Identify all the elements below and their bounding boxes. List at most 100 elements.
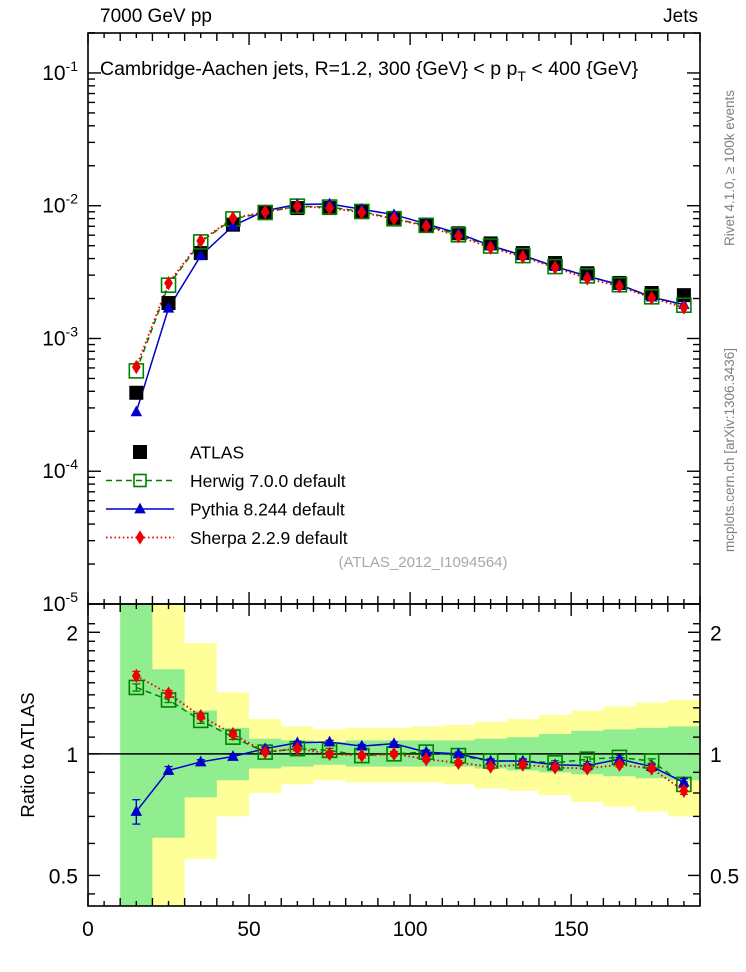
ratio-y-tick-labels: 2 2 1 1 0.5 0.5	[49, 622, 739, 888]
marker-diamond-filled	[196, 233, 206, 248]
marker-diamond-filled	[615, 279, 624, 294]
marker-diamond-filled	[325, 746, 334, 762]
ratio-x-axis-ticks	[87, 604, 701, 906]
marker-triangle-filled	[420, 745, 432, 757]
marker-diamond-filled	[615, 757, 624, 772]
marker-diamond-filled	[228, 211, 238, 226]
marker-triangle-filled	[194, 249, 207, 261]
marker-diamond-filled	[679, 783, 689, 798]
marker-diamond-filled	[421, 219, 431, 234]
legend-item-atlas[interactable]: ATLAS	[133, 443, 244, 463]
marker-diamond-filled	[164, 686, 173, 701]
ratio-y-axis-label: Ratio to ATLAS	[17, 692, 38, 817]
main-y-tick-labels: 10-1 10-2 10-3 10-4 10-5	[42, 58, 78, 616]
legend-item-herwig[interactable]: Herwig 7.0.0 default	[106, 471, 346, 491]
ratio-y-tick-label-left: 2	[66, 622, 78, 645]
legend: ATLAS Herwig 7.0.0 default Pythia 8.244 de…	[106, 443, 348, 548]
side-label-rivet: Rivet 4.1.0, ≥ 100k events	[722, 90, 737, 246]
main-y-axis-ticks	[88, 32, 700, 605]
y-tick-label: 10-2	[42, 191, 78, 218]
marker-square-open	[133, 473, 147, 488]
marker-diamond-filled	[131, 668, 141, 684]
marker-diamond-filled	[550, 260, 560, 275]
y-tick-label: 10-3	[42, 323, 78, 350]
plot-title-text: Cambridge-Aachen jets, R=1.2, 300 {GeV} …	[100, 58, 639, 84]
x-tick-label: 100	[393, 918, 428, 941]
ratio-y-tick-label-left: 0.5	[49, 865, 78, 888]
x-tick-label: 0	[82, 918, 94, 941]
legend-item-pythia[interactable]: Pythia 8.244 default	[106, 500, 345, 520]
marker-diamond-filled	[164, 276, 173, 291]
marker-diamond-filled	[647, 761, 657, 776]
marker-triangle-filled	[134, 502, 146, 514]
side-label-mcplots: mcplots.cern.ch [arXiv:1306.3436]	[722, 348, 737, 552]
marker-diamond-filled	[260, 744, 270, 760]
ratio-uncertainty-bands	[120, 604, 701, 906]
marker-diamond-filled	[486, 759, 496, 774]
marker-triangle-filled	[130, 805, 143, 816]
marker-diamond-filled	[647, 290, 657, 306]
legend-label: Pythia 8.244 default	[190, 500, 345, 520]
main-panel-frame	[87, 32, 701, 605]
ratio-series-line-herwig	[136, 686, 685, 786]
main-series-line-sherpa	[135, 205, 685, 368]
marker-diamond-filled	[486, 240, 496, 255]
marker-triangle-filled	[130, 405, 143, 417]
marker-triangle-filled	[388, 737, 400, 749]
legend-item-sherpa[interactable]: Sherpa 2.2.9 default	[106, 528, 348, 548]
ratio-y-tick-label-left: 1	[66, 744, 78, 767]
ratio-y-axis-ticks	[88, 623, 700, 895]
ratio-series-line-sherpa	[135, 675, 685, 792]
marker-square-filled	[129, 385, 144, 400]
ratio-series-line-pythia	[135, 741, 685, 812]
marker-diamond-filled	[550, 760, 560, 775]
marker-triangle-filled	[678, 776, 690, 787]
main-series-markers-atlas	[129, 201, 691, 400]
x-tick-label: 150	[554, 918, 589, 941]
ratio-series-markers-sherpa	[131, 668, 689, 798]
marker-triangle-filled	[323, 735, 336, 747]
ratio-y-tick-label-right: 1	[710, 744, 722, 767]
marker-diamond-filled	[260, 204, 270, 220]
main-title: Cambridge-Aachen jets, R=1.2, 300 {GeV} …	[100, 58, 639, 84]
marker-diamond-filled	[421, 752, 431, 767]
marker-diamond-filled	[357, 205, 367, 220]
marker-diamond-filled	[518, 757, 528, 772]
marker-diamond-filled	[131, 359, 141, 375]
series-polyline	[135, 205, 685, 372]
main-series-markers-sherpa	[131, 199, 689, 375]
series-polyline	[136, 686, 685, 786]
marker-triangle-filled	[194, 755, 207, 767]
legend-label: Herwig 7.0.0 default	[190, 471, 346, 491]
main-series-line-pythia	[135, 203, 685, 413]
marker-diamond-filled	[389, 211, 399, 226]
marker-triangle-filled	[452, 747, 465, 759]
series-polyline	[135, 205, 685, 368]
marker-diamond-filled	[454, 755, 463, 770]
band-inner-green	[120, 604, 701, 906]
dataset-watermark: (ATLAS_2012_I1094564)	[338, 554, 507, 571]
marker-diamond-filled	[454, 229, 463, 244]
main-series-line-herwig	[135, 205, 685, 372]
ratio-y-tick-label-right: 2	[710, 622, 722, 645]
main-x-axis-ticks	[87, 33, 701, 604]
series-polyline	[135, 741, 685, 812]
marker-diamond-filled	[292, 741, 302, 756]
legend-label: Sherpa 2.2.9 default	[190, 528, 348, 548]
marker-diamond-filled	[582, 271, 592, 286]
series-polyline	[135, 675, 685, 792]
marker-diamond-filled	[582, 761, 592, 776]
marker-diamond-filled	[518, 249, 528, 264]
header-left-label: 7000 GeV pp	[100, 6, 212, 27]
marker-triangle-filled	[227, 750, 239, 761]
marker-triangle-filled	[162, 764, 175, 775]
marker-triangle-filled	[162, 301, 175, 313]
main-series-markers-herwig	[128, 198, 692, 379]
marker-diamond-filled	[135, 530, 145, 545]
marker-diamond-filled	[389, 746, 399, 762]
y-tick-label: 10-1	[42, 58, 78, 85]
marker-diamond-filled	[292, 199, 302, 214]
header-right-label: Jets	[663, 6, 698, 27]
y-tick-label: 10-4	[42, 456, 78, 483]
